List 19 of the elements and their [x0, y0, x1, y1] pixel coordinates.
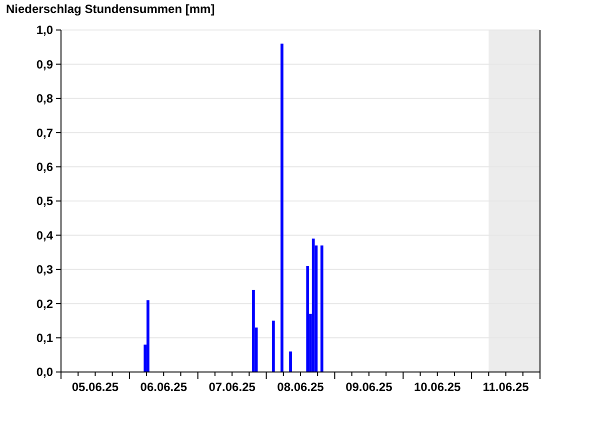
y-tick-label: 0,1	[36, 331, 54, 345]
y-tick-label: 1,0	[36, 23, 54, 38]
y-tick-label: 0,4	[36, 228, 54, 242]
y-tick-label: 0,7	[36, 126, 54, 140]
y-tick-label: 0,9	[36, 57, 54, 72]
y-tick-label: 0,3	[36, 262, 54, 277]
y-tick-label: 0,8	[36, 92, 54, 106]
x-tick-label: 10.06.25	[414, 380, 462, 394]
x-tick-label: 06.06.25	[140, 380, 188, 394]
x-tick-label: 05.06.25	[72, 380, 119, 394]
y-tick-label: 0,6	[36, 160, 54, 174]
y-tick-label: 0,0	[36, 365, 54, 380]
chart-title: Niederschlag Stundensummen [mm]	[6, 2, 215, 16]
x-tick-label: 07.06.25	[208, 380, 256, 394]
y-tick-label: 0,2	[36, 296, 54, 311]
x-tick-label: 08.06.25	[277, 380, 324, 394]
x-tick-label: 09.06.25	[346, 380, 393, 394]
y-tick-label: 0,5	[36, 194, 54, 208]
x-tick-label: 11.06.25	[482, 380, 530, 394]
